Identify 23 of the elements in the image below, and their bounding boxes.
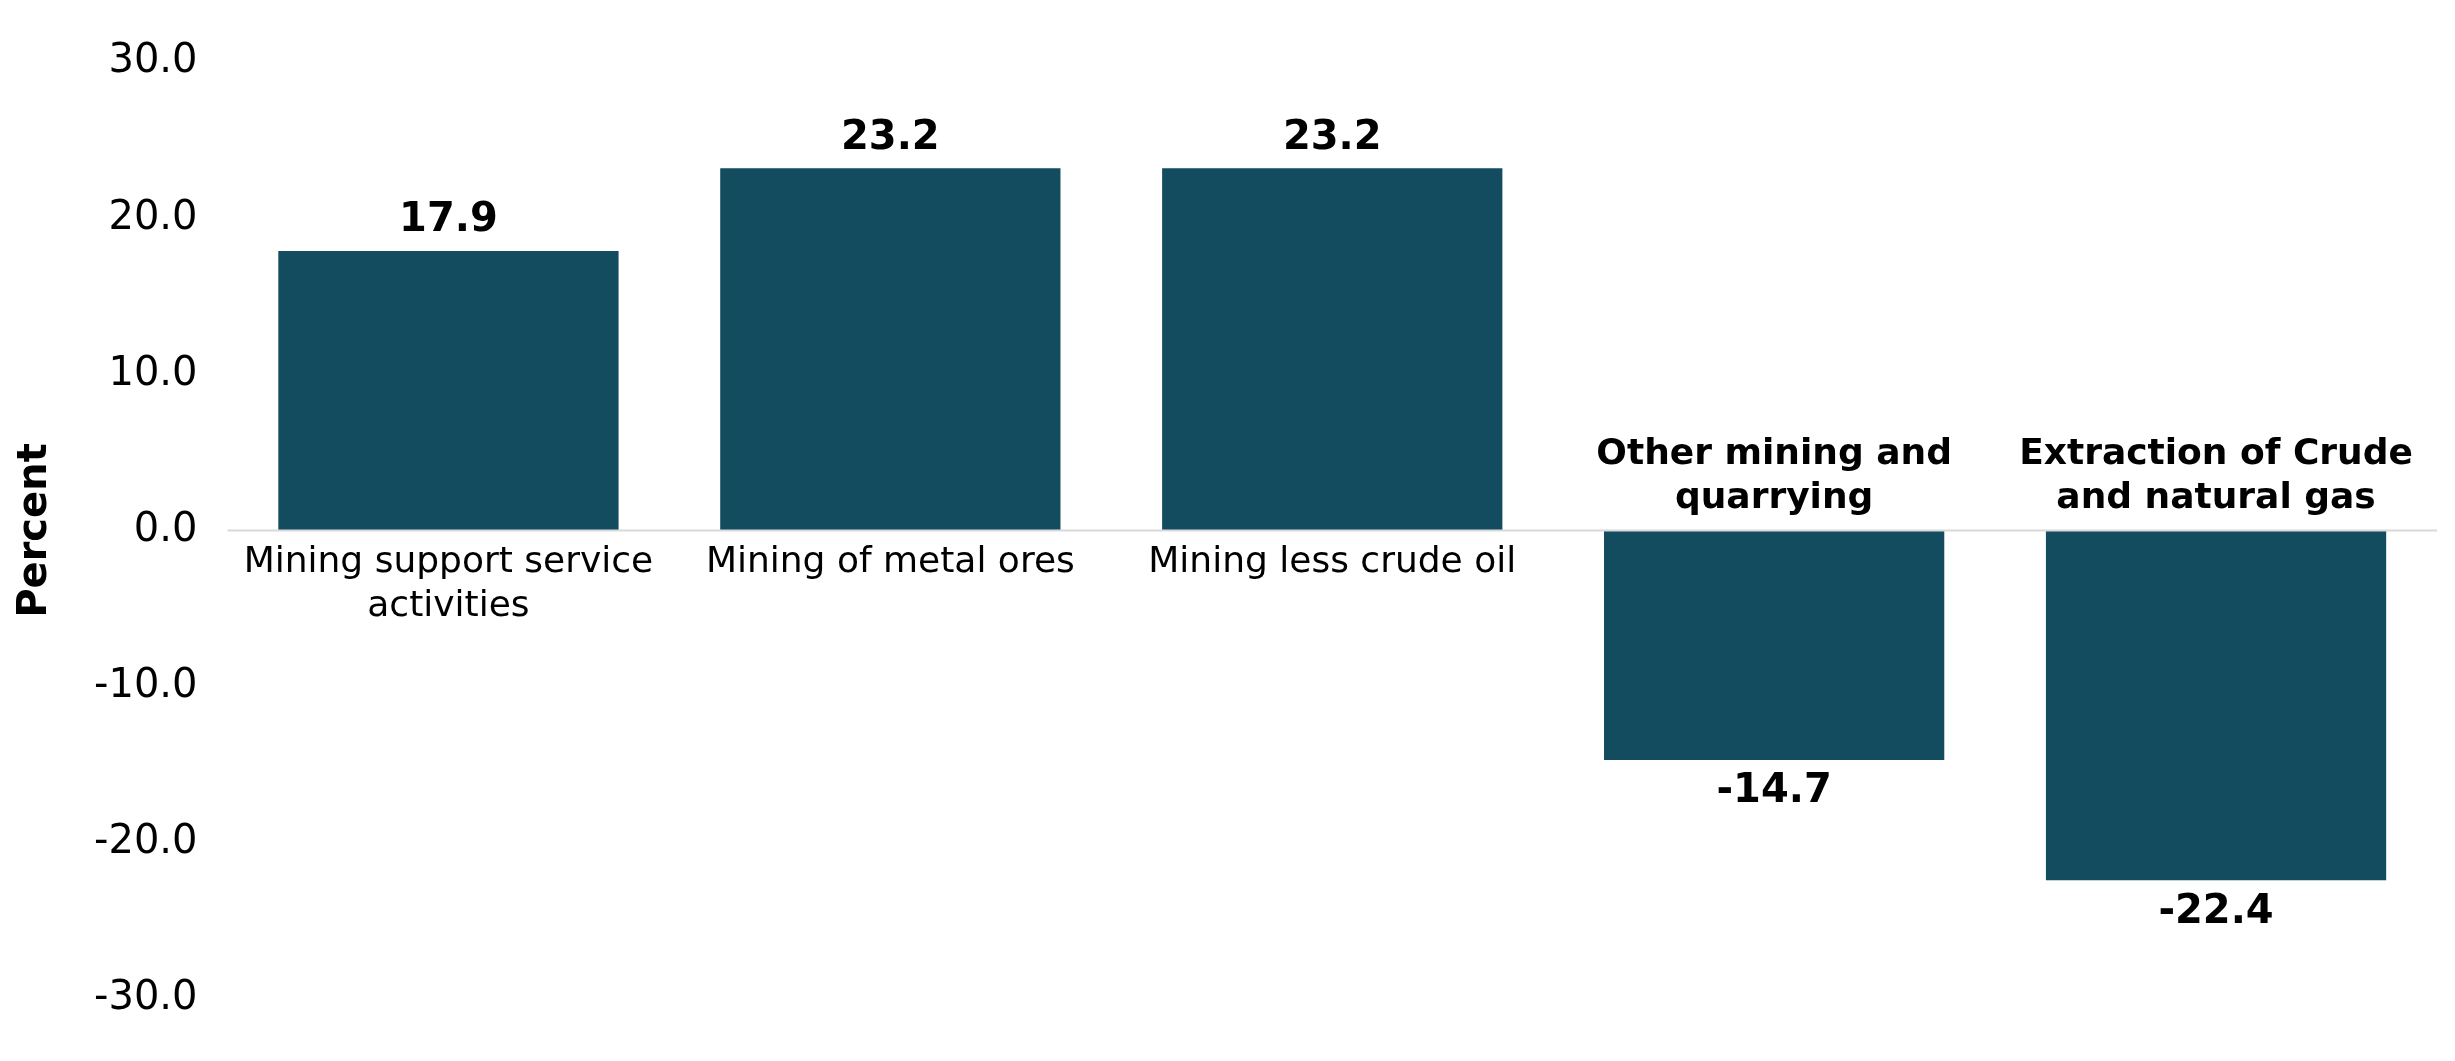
bar bbox=[1162, 168, 1503, 531]
x-tick-label: Mining of metal ores bbox=[705, 538, 1075, 580]
y-tick-label: 30.0 bbox=[108, 35, 198, 82]
x-tick-label: Other mining and quarrying bbox=[1596, 430, 1952, 516]
bar bbox=[278, 250, 619, 531]
data-label: -14.7 bbox=[1716, 765, 1832, 812]
y-tick-label: 10.0 bbox=[108, 347, 198, 394]
data-label: 23.2 bbox=[841, 111, 940, 158]
y-tick-label: -20.0 bbox=[94, 816, 198, 863]
bar bbox=[720, 168, 1061, 531]
y-tick-label: -10.0 bbox=[94, 660, 198, 707]
y-tick-label: 20.0 bbox=[108, 191, 198, 238]
bar bbox=[2045, 530, 2387, 881]
x-tick-label: Mining less crude oil bbox=[1148, 538, 1517, 580]
x-tick-label: Extraction of Crude and natural gas bbox=[2019, 430, 2413, 516]
bar bbox=[1604, 530, 1945, 761]
y-tick-label: 0.0 bbox=[133, 503, 198, 550]
data-label: 17.9 bbox=[399, 194, 498, 241]
x-tick-label: Mining support service activities bbox=[243, 538, 654, 624]
y-axis-title: Percent bbox=[9, 443, 56, 618]
y-tick-label: -30.0 bbox=[94, 972, 198, 1019]
data-label: 23.2 bbox=[1282, 111, 1382, 158]
data-label: -22.4 bbox=[2158, 885, 2274, 932]
